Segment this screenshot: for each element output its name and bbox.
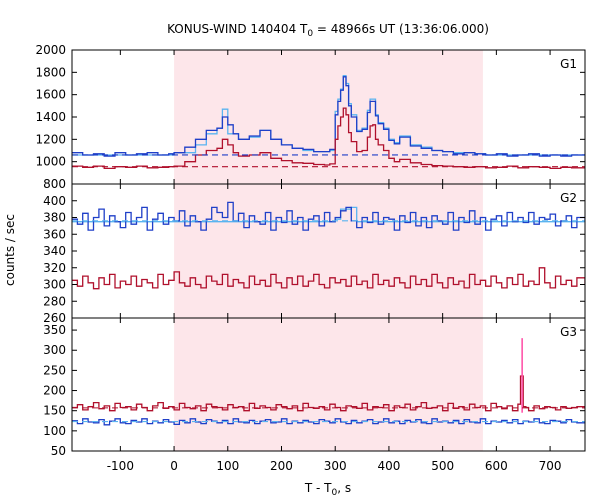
y-tick-label: 50 <box>51 444 66 458</box>
x-tick-labels: -100 0 100 200 300 400 500 600 700 <box>107 459 562 473</box>
chart-title: KONUS-WIND 140404 T0 = 48966s UT (13:36:… <box>167 22 489 39</box>
panel-label: G1 <box>560 57 577 71</box>
y-tick-label: 400 <box>43 194 66 208</box>
y-tick-label: 2000 <box>35 43 66 57</box>
y-tick-label: 280 <box>43 294 66 308</box>
x-axis-label: T - T0, s <box>304 481 351 498</box>
x-tick-label: 200 <box>270 459 293 473</box>
x-tick-label: 300 <box>324 459 347 473</box>
y-tick-label: 1800 <box>35 65 66 79</box>
series-group <box>72 201 585 290</box>
y-tick-label: 380 <box>43 211 66 225</box>
x-tick-label: 500 <box>431 459 454 473</box>
x-tick-label: 0 <box>170 459 178 473</box>
highlight-interval <box>174 318 483 451</box>
y-tick-label: 250 <box>43 363 66 377</box>
series-line <box>72 418 585 426</box>
highlight-interval <box>174 184 483 318</box>
y-tick-label: 350 <box>43 323 66 337</box>
y-tick-label: 300 <box>43 343 66 357</box>
series-group <box>72 338 585 426</box>
panel-g3: 50 100 150 200 250 300 350 G3 <box>43 317 586 458</box>
x-tick-label: -100 <box>107 459 134 473</box>
y-tick-label: 1600 <box>35 88 66 102</box>
y-tick-label: 340 <box>43 244 66 258</box>
y-tick-label: 200 <box>43 384 66 398</box>
panel-frame <box>71 317 586 452</box>
series-line <box>72 267 585 290</box>
x-tick-label: 100 <box>216 459 239 473</box>
series-group <box>72 75 585 170</box>
y-axis-label: counts / sec <box>3 214 17 286</box>
series-line <box>72 375 585 412</box>
panel-g2: 260 280 300 320 340 360 380 400 G2 <box>43 183 586 325</box>
y-tick-label: 150 <box>43 404 66 418</box>
series-line <box>72 201 585 231</box>
y-tick-label: 1000 <box>35 155 66 169</box>
y-tick-label: 260 <box>43 311 66 325</box>
y-tick-label: 320 <box>43 261 66 275</box>
x-tick-label: 400 <box>377 459 400 473</box>
panels-group: 800 1000 1200 1400 1600 1800 2000 G1 260 280 300 32… <box>35 43 586 458</box>
y-tick-label: 100 <box>43 424 66 438</box>
x-tick-label: 700 <box>539 459 562 473</box>
y-tick-label: 800 <box>43 177 66 191</box>
y-tick-label: 1400 <box>35 110 66 124</box>
panel-label: G3 <box>560 325 577 339</box>
panel-label: G2 <box>560 191 577 205</box>
y-tick-label: 1200 <box>35 132 66 146</box>
y-tick-label: 300 <box>43 278 66 292</box>
x-tick-label: 600 <box>485 459 508 473</box>
highlight-interval <box>174 50 483 184</box>
series-line <box>72 76 585 157</box>
y-tick-label: 360 <box>43 227 66 241</box>
panel-g1: 800 1000 1200 1400 1600 1800 2000 G1 <box>35 43 586 191</box>
